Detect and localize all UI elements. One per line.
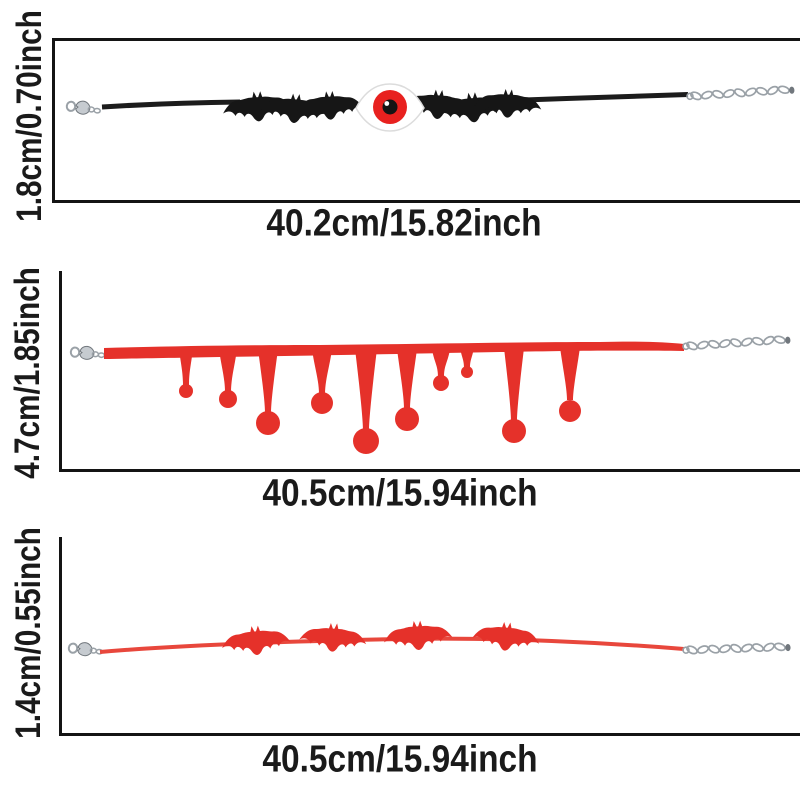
eye-pupil xyxy=(382,99,398,115)
extension-chain xyxy=(681,332,792,353)
cord-left xyxy=(101,99,241,110)
blood-drip-choker-image xyxy=(69,332,792,454)
eyeball-pendant xyxy=(355,83,425,132)
section1-measure-line-top xyxy=(52,38,800,41)
section3-width-label: 40.5cm/15.94inch xyxy=(262,738,538,781)
section1-width-label: 40.2cm/15.82inch xyxy=(266,202,542,245)
extension-chain xyxy=(685,82,796,103)
bat-eyeball-choker-image xyxy=(65,82,796,132)
lobster-clasp xyxy=(69,344,106,362)
red-bat-choker-image xyxy=(67,618,792,658)
section2-measure-line-left xyxy=(59,271,62,472)
section2-width-label: 40.5cm/15.94inch xyxy=(262,472,538,515)
extension-chain xyxy=(681,640,792,657)
blood-band xyxy=(104,341,684,454)
eye-highlight xyxy=(384,101,390,106)
section1-measure-line-left xyxy=(52,38,55,203)
section3-measure-line-bottom xyxy=(59,733,800,736)
section3-height-label: 1.4cm/0.55inch xyxy=(9,527,48,739)
section2-measure-line-bottom xyxy=(59,469,800,472)
cord-right xyxy=(523,92,689,103)
section1-height-label: 1.8cm/0.70inch xyxy=(10,10,49,222)
section1-measure-line-bottom xyxy=(52,200,800,203)
lobster-clasp xyxy=(65,98,102,117)
section3-measure-line-left xyxy=(59,537,62,736)
bat-cluster-left xyxy=(221,88,365,126)
lobster-clasp xyxy=(67,640,104,658)
section2-height-label: 4.7cm/1.85inch xyxy=(8,267,47,479)
